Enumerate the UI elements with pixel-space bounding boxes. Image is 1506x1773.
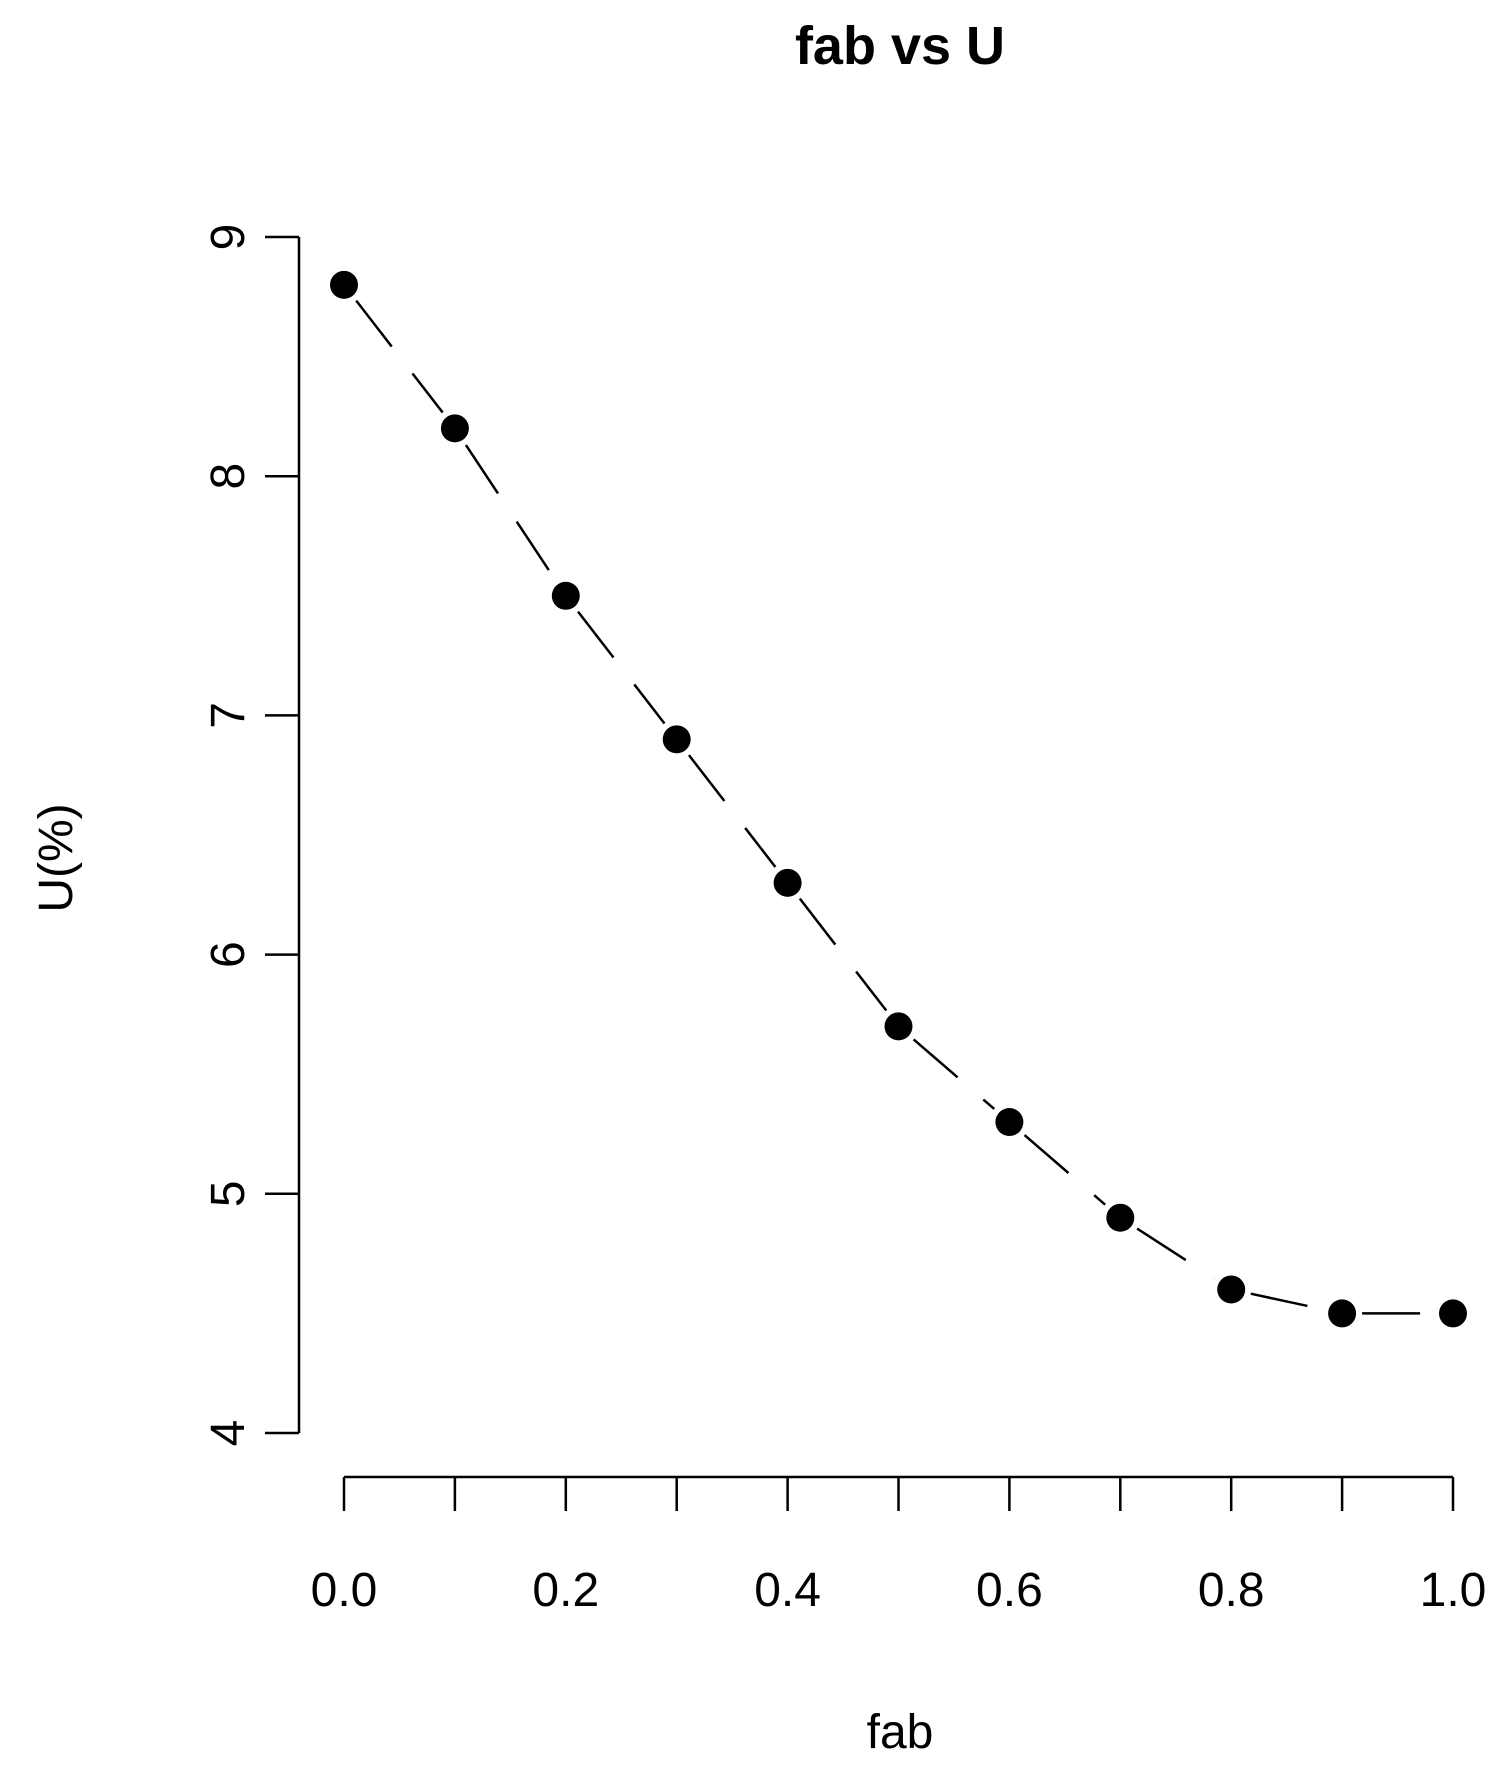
data-point (1328, 1299, 1357, 1328)
x-tick-label: 0.0 (311, 1564, 378, 1617)
y-tick-label: 9 (202, 224, 255, 251)
data-point (1217, 1275, 1246, 1304)
data-point (662, 725, 691, 754)
data-point (884, 1012, 913, 1041)
series-line-segment (1023, 1134, 1106, 1206)
series-line-segment (687, 754, 777, 868)
y-axis: 4 5 6 7 8 9 (202, 224, 301, 1447)
y-tick-label: 8 (202, 463, 255, 490)
series-line-segment (355, 299, 444, 414)
x-tick-label: 0.8 (1198, 1564, 1265, 1617)
y-tick-label: 4 (202, 1420, 255, 1447)
x-tick-label: 0.2 (532, 1564, 599, 1617)
x-tick-label: 1.0 (1420, 1564, 1487, 1617)
data-point (1439, 1299, 1467, 1328)
x-tick-label: 0.6 (976, 1564, 1043, 1617)
y-axis-title: U(%) (30, 803, 83, 912)
series-line-segment (1250, 1292, 1323, 1311)
series-line-segment (464, 444, 556, 580)
data-point (551, 581, 580, 610)
x-axis-title: fab (867, 1706, 934, 1759)
y-tick-label: 5 (202, 1180, 255, 1207)
series-line-segment (1136, 1227, 1216, 1280)
chart-title: fab vs U (795, 16, 1005, 76)
data-point (440, 414, 469, 443)
series-line-segment (798, 897, 888, 1012)
data-point (773, 868, 802, 897)
y-tick-label: 7 (202, 702, 255, 729)
series-u (330, 270, 1467, 1328)
series-line-segment (912, 1038, 996, 1110)
data-point (995, 1108, 1024, 1137)
x-axis: 0.0 0.2 0.4 0.6 0.8 1.0 (311, 1475, 1487, 1617)
y-tick-label: 6 (202, 941, 255, 968)
data-point (1106, 1203, 1135, 1232)
data-point (330, 270, 358, 299)
x-tick-label: 0.4 (754, 1564, 821, 1617)
series-line-segment (577, 610, 666, 725)
